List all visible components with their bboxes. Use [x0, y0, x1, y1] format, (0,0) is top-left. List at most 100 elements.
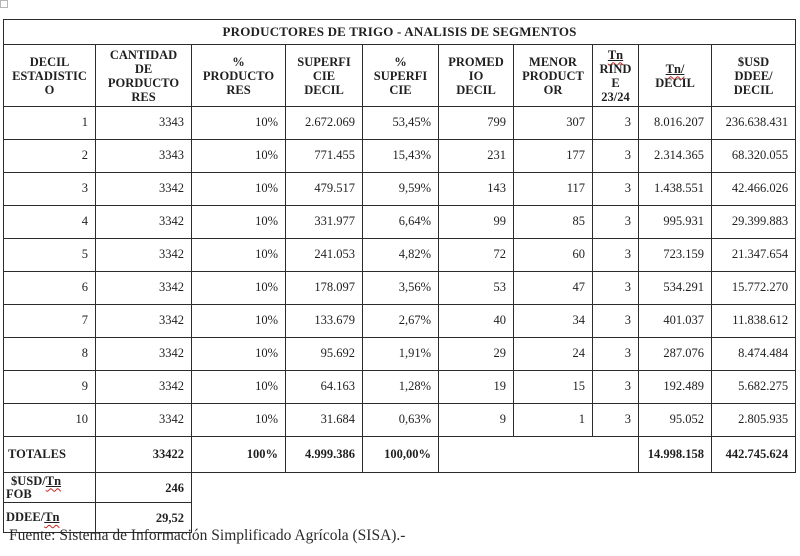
- usd-tn-fob-value: 246: [95, 472, 192, 503]
- cell-decil_estadistico: 2: [3, 139, 96, 173]
- cell-menor_productor: 15: [513, 370, 593, 404]
- cell-menor_productor: 24: [513, 337, 593, 371]
- usd-tn-fob-label: $USD/Tn FOB: [3, 472, 96, 503]
- cell-tn_decil: 534.291: [638, 271, 712, 305]
- cell-superficie_decil: 241.053: [285, 238, 363, 272]
- table-title-row: PRODUCTORES DE TRIGO - ANALISIS DE SEGME…: [2, 19, 797, 45]
- cell-promedio_decil: 72: [438, 238, 514, 272]
- cell-superficie_decil: 2.672.069: [285, 106, 363, 140]
- cell-promedio_decil: 40: [438, 304, 514, 338]
- tn-underlined-word: Tn: [45, 473, 62, 488]
- table-row: 4 3342 10% 331.977 6,64% 99 85 3 995.931 29.399.8…: [3, 205, 797, 239]
- cell-superficie_decil: 95.692: [285, 337, 363, 371]
- table-title: PRODUCTORES DE TRIGO - ANALISIS DE SEGME…: [2, 19, 797, 45]
- col-header-label: DECIL ESTADISTIC O: [12, 54, 87, 97]
- col-header-tn-rinde: Tn RIND E 23/24: [592, 44, 639, 107]
- col-header-pct-productores: % PRODUCTO RES: [191, 44, 286, 107]
- cell-cantidad_productores: 3342: [95, 172, 192, 206]
- cell-decil_estadistico: 7: [3, 304, 96, 338]
- ddee-tn-row: DDEE/Tn 29,52: [3, 502, 796, 533]
- cell-tn_decil: 287.076: [638, 337, 712, 371]
- cell-menor_productor: 34: [513, 304, 593, 338]
- cell-pct_productores: 10%: [191, 139, 286, 173]
- cell-superficie_decil: 479.517: [285, 172, 363, 206]
- cell-menor_productor: 60: [513, 238, 593, 272]
- cell-promedio_decil: 29: [438, 337, 514, 371]
- cell-pct_superficie: 3,56%: [362, 271, 439, 305]
- totals-row: TOTALES 33422 100% 4.999.386 100,00% 14.…: [3, 436, 797, 473]
- segments-table: PRODUCTORES DE TRIGO - ANALISIS DE SEGME…: [2, 19, 797, 533]
- cell-decil_estadistico: 4: [3, 205, 96, 239]
- ddee-tn-label: DDEE/Tn: [3, 502, 96, 533]
- tn-underlined-word: Tn: [607, 47, 624, 62]
- cell-menor_productor: 117: [513, 172, 593, 206]
- cell-decil_estadistico: 10: [3, 403, 96, 437]
- tn-underlined-word: Tn/: [665, 61, 685, 76]
- table-row: 10 3342 10% 31.684 0,63% 9 1 3 95.052 2.805.935: [3, 403, 797, 437]
- cell-pct_superficie: 2,67%: [362, 304, 439, 338]
- cell-cantidad_productores: 3342: [95, 205, 192, 239]
- table-row: 5 3342 10% 241.053 4,82% 72 60 3 723.159 21.347.6…: [3, 238, 797, 272]
- totals-tn-decil: 14.998.158: [638, 436, 712, 473]
- col-header-label: % PRODUCTO RES: [202, 54, 275, 97]
- cell-pct_productores: 10%: [191, 271, 286, 305]
- cell-pct_superficie: 4,82%: [362, 238, 439, 272]
- col-header-tn-decil: Tn/ DECIL: [638, 44, 712, 107]
- cell-pct_superficie: 0,63%: [362, 403, 439, 437]
- cell-cantidad_productores: 3342: [95, 337, 192, 371]
- col-header-label: % SUPERFI CIE: [373, 54, 428, 97]
- cell-pct_productores: 10%: [191, 403, 286, 437]
- cell-tn_decil: 995.931: [638, 205, 712, 239]
- data-rows: 1 3343 10% 2.672.069 53,45% 799 307 3 8.016.207 2…: [3, 106, 797, 437]
- cell-cantidad_productores: 3343: [95, 106, 192, 140]
- cell-tn_rinde: 3: [592, 238, 639, 272]
- col-header-label: MENOR PRODUCT OR: [522, 54, 584, 97]
- cell-decil_estadistico: 5: [3, 238, 96, 272]
- cell-usd_ddee_decil: 8.474.484: [710, 337, 797, 371]
- cell-usd_ddee_decil: 15.772.270: [710, 271, 797, 305]
- cell-superficie_decil: 331.977: [285, 205, 363, 239]
- cell-promedio_decil: 19: [438, 370, 514, 404]
- col-header-label: SUPERFI CIE DECIL: [297, 54, 351, 97]
- totals-empty-cell: [438, 436, 639, 473]
- cell-pct_productores: 10%: [191, 238, 286, 272]
- cell-pct_productores: 10%: [191, 106, 286, 140]
- cell-tn_rinde: 3: [592, 106, 639, 140]
- table-row: 9 3342 10% 64.163 1,28% 19 15 3 192.489 5.682.275: [3, 370, 797, 404]
- col-header-label: PROMED IO DECIL: [448, 54, 504, 97]
- cell-cantidad_productores: 3342: [95, 403, 192, 437]
- cell-pct_superficie: 9,59%: [362, 172, 439, 206]
- cell-pct_superficie: 1,28%: [362, 370, 439, 404]
- cell-tn_decil: 401.037: [638, 304, 712, 338]
- col-header-decil-estadistico: DECIL ESTADISTIC O: [3, 44, 96, 107]
- cell-cantidad_productores: 3342: [95, 370, 192, 404]
- cell-tn_rinde: 3: [592, 403, 639, 437]
- totals-cantidad: 33422: [95, 436, 192, 473]
- table-row: 1 3343 10% 2.672.069 53,45% 799 307 3 8.016.207 2…: [3, 106, 797, 140]
- totals-label: TOTALES: [3, 436, 96, 473]
- cell-usd_ddee_decil: 68.320.055: [710, 139, 797, 173]
- tn-underlined-word: Tn: [44, 510, 60, 524]
- cell-promedio_decil: 99: [438, 205, 514, 239]
- totals-pct-productores: 100%: [191, 436, 286, 473]
- cell-pct_superficie: 6,64%: [362, 205, 439, 239]
- cell-usd_ddee_decil: 236.638.431: [710, 106, 797, 140]
- cell-cantidad_productores: 3343: [95, 139, 192, 173]
- table-row: 2 3343 10% 771.455 15,43% 231 177 3 2.314.365 68.…: [3, 139, 797, 173]
- cell-decil_estadistico: 9: [3, 370, 96, 404]
- table-row: 7 3342 10% 133.679 2,67% 40 34 3 401.037 11.838.6…: [3, 304, 797, 338]
- table-row: 3 3342 10% 479.517 9,59% 143 117 3 1.438.551 42.4…: [3, 172, 797, 206]
- cell-tn_decil: 95.052: [638, 403, 712, 437]
- col-header-superficie-decil: SUPERFI CIE DECIL: [285, 44, 363, 107]
- col-header-menor-productor: MENOR PRODUCT OR: [513, 44, 593, 107]
- table-row: 8 3342 10% 95.692 1,91% 29 24 3 287.076 8.474.484: [3, 337, 797, 371]
- ddee-tn-value: 29,52: [95, 502, 192, 533]
- cell-tn_rinde: 3: [592, 271, 639, 305]
- cell-tn_rinde: 3: [592, 304, 639, 338]
- cell-menor_productor: 307: [513, 106, 593, 140]
- cell-tn_decil: 2.314.365: [638, 139, 712, 173]
- cell-tn_decil: 8.016.207: [638, 106, 712, 140]
- cell-usd_ddee_decil: 11.838.612: [710, 304, 797, 338]
- cell-tn_rinde: 3: [592, 337, 639, 371]
- cell-pct_productores: 10%: [191, 337, 286, 371]
